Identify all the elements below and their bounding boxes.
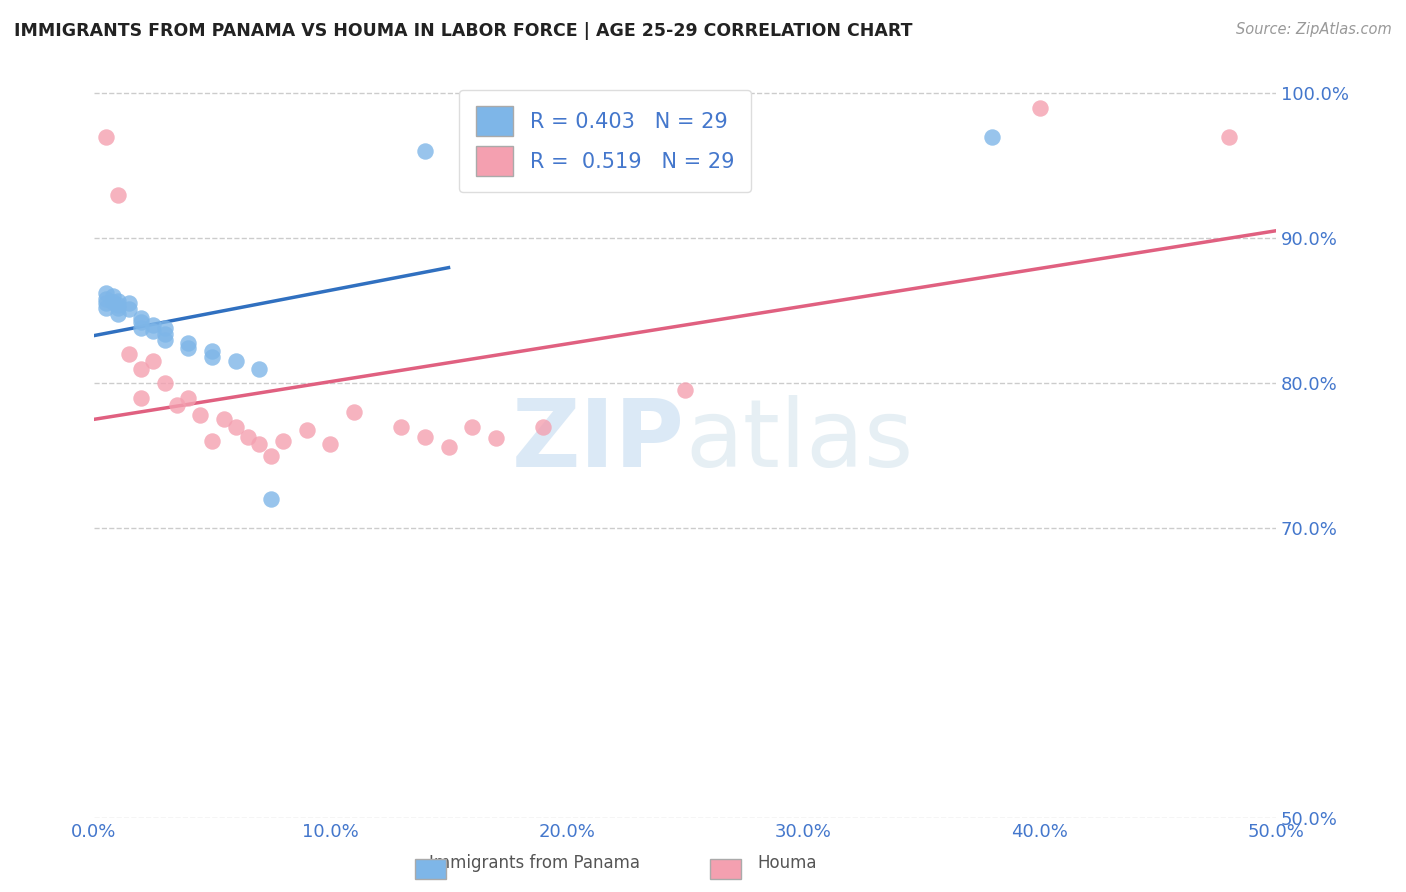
Point xyxy=(225,354,247,368)
Point xyxy=(437,440,460,454)
Point xyxy=(94,129,117,144)
Point xyxy=(201,434,224,449)
Point xyxy=(142,318,165,333)
Point xyxy=(118,347,141,361)
Point xyxy=(129,315,152,329)
Point xyxy=(249,361,271,376)
Point xyxy=(101,295,124,310)
Point xyxy=(94,301,117,315)
Point xyxy=(118,302,141,317)
Point xyxy=(531,419,554,434)
Point xyxy=(201,350,224,364)
Point xyxy=(981,129,1004,144)
Point xyxy=(107,301,129,315)
Point xyxy=(153,321,176,335)
Point xyxy=(94,292,117,306)
Point xyxy=(177,335,200,350)
Point xyxy=(485,431,508,445)
Text: IMMIGRANTS FROM PANAMA VS HOUMA IN LABOR FORCE | AGE 25-29 CORRELATION CHART: IMMIGRANTS FROM PANAMA VS HOUMA IN LABOR… xyxy=(14,22,912,40)
Point xyxy=(236,430,259,444)
Point xyxy=(107,293,129,308)
Point xyxy=(1028,101,1050,115)
Point xyxy=(461,419,484,434)
Point xyxy=(101,289,124,303)
Text: Immigrants from Panama: Immigrants from Panama xyxy=(429,855,640,872)
Point xyxy=(249,437,271,451)
Point xyxy=(107,187,129,202)
Point xyxy=(1218,129,1240,144)
Text: atlas: atlas xyxy=(685,395,912,487)
Point xyxy=(129,310,152,325)
Point xyxy=(153,376,176,391)
Point xyxy=(166,398,188,412)
Point xyxy=(142,324,165,338)
Point xyxy=(225,419,247,434)
Point xyxy=(107,298,129,312)
Point xyxy=(673,384,696,398)
Text: Source: ZipAtlas.com: Source: ZipAtlas.com xyxy=(1236,22,1392,37)
Point xyxy=(142,354,165,368)
Point xyxy=(177,391,200,405)
Point xyxy=(413,144,436,158)
Point xyxy=(413,430,436,444)
Point xyxy=(343,405,366,419)
Text: Houma: Houma xyxy=(758,855,817,872)
Point xyxy=(260,492,283,507)
Point xyxy=(129,321,152,335)
Point xyxy=(389,419,412,434)
Point xyxy=(260,449,283,463)
Point xyxy=(94,286,117,301)
Point xyxy=(295,423,318,437)
Point xyxy=(153,326,176,341)
Point xyxy=(319,437,342,451)
Text: ZIP: ZIP xyxy=(512,395,685,487)
Point xyxy=(129,361,152,376)
Point xyxy=(271,434,294,449)
Point xyxy=(129,391,152,405)
Point xyxy=(153,333,176,347)
Point xyxy=(177,342,200,356)
Point xyxy=(212,412,235,426)
Point xyxy=(107,307,129,321)
Legend: R = 0.403   N = 29, R =  0.519   N = 29: R = 0.403 N = 29, R = 0.519 N = 29 xyxy=(458,89,751,193)
Point xyxy=(118,296,141,310)
Point xyxy=(188,408,211,422)
Point xyxy=(94,296,117,310)
Point xyxy=(201,344,224,359)
